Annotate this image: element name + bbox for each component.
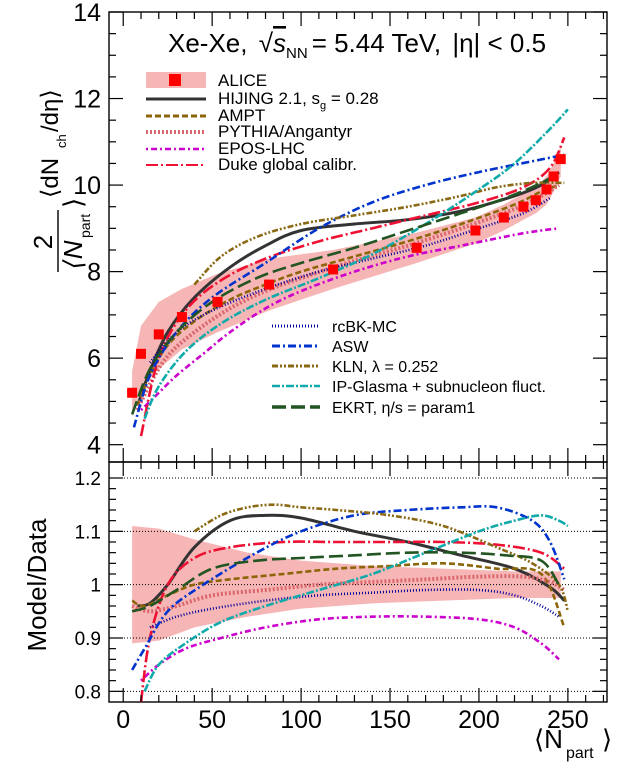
x-axis-label: ⟨N part ⟩ — [534, 724, 612, 762]
legend-ipglasma: IP-Glasma + subnucleon fluct. — [332, 379, 546, 396]
legend-duke: Duke global calibr. — [218, 155, 357, 174]
alice-point — [470, 225, 481, 236]
bottom-ytick-label: 1 — [90, 576, 101, 597]
top-error-band — [132, 146, 561, 417]
legend-epos: EPOS-LHC — [218, 139, 305, 158]
alice-point — [212, 296, 223, 307]
legend-asw: ASW — [332, 339, 369, 356]
bottom-ytick-label: 1.2 — [75, 469, 101, 490]
alice-point — [530, 195, 541, 206]
bottom-ytick-label: 1.1 — [75, 522, 101, 543]
alice-point — [548, 171, 559, 182]
bottom-curve-4 — [139, 540, 566, 702]
svg-text:2: 2 — [28, 235, 58, 249]
bottom-curve-6 — [130, 504, 566, 671]
top-curve-1 — [136, 183, 560, 407]
svg-text:⟩: ⟩ — [602, 724, 612, 754]
svg-text:⟨dN: ⟨dN — [37, 158, 64, 198]
bottom-y-axis-label: Model/Data — [22, 518, 52, 651]
xtick-label: 0 — [116, 706, 130, 734]
alice-point — [518, 201, 529, 212]
alice-data-points — [127, 154, 566, 398]
top-curve-9 — [130, 170, 560, 415]
legend-hijing: HIJING 2.1, sg = 0.28 — [218, 89, 379, 112]
bottom-curve-1 — [131, 561, 566, 628]
top-ytick-label: 12 — [73, 86, 101, 114]
legend-pythia: PYTHIA/Angantyr — [218, 122, 353, 141]
xtick-label: 250 — [547, 706, 589, 734]
legend-ampt: AMPT — [218, 106, 265, 125]
bottom-ratio-curves — [130, 503, 570, 702]
top-ytick-label: 6 — [87, 345, 101, 373]
alice-point — [541, 184, 552, 195]
legend-bottom: rcBK-MC ASW KLN, λ = 0.252 IP-Glasma + s… — [272, 319, 546, 417]
bottom-curve-2 — [131, 574, 566, 614]
legend-kln: KLN, λ = 0.252 — [332, 359, 438, 376]
legend-alice: ALICE — [218, 71, 267, 90]
alice-point — [153, 329, 164, 340]
bottom-ytick-label: 0.9 — [75, 629, 101, 650]
alice-point — [328, 264, 339, 275]
legend-rcbk: rcBK-MC — [332, 319, 397, 336]
top-curve-5 — [148, 196, 551, 364]
alice-point — [176, 312, 187, 323]
xtick-label: 200 — [458, 706, 500, 734]
plot-title: Xe-Xe, √sNN = 5.44 TeV, |η| < 0.5 — [168, 28, 546, 62]
axis-ticks: 4 6 8 10 12 14 0.8 0.9 1 1.1 1.2 0 50 100 150 200 250 — [73, 0, 607, 734]
bottom-curve-9 — [131, 551, 561, 613]
top-ytick-label: 8 — [87, 259, 101, 287]
alice-sys-band — [132, 146, 561, 417]
svg-text:⟨N: ⟨N — [534, 724, 563, 754]
bottom-curve-8 — [143, 514, 569, 692]
svg-text:⟨N: ⟨N — [58, 240, 88, 269]
alice-point — [411, 242, 422, 253]
alice-point — [555, 154, 566, 165]
xtick-label: 100 — [280, 706, 322, 734]
top-y-axis-label: 2 ⟨N part ⟩ ⟨dN ch /dη⟩ — [28, 89, 93, 272]
top-ytick-label: 14 — [73, 0, 101, 27]
legend-ekrt: EKRT, η/s = param1 — [332, 400, 475, 417]
bottom-curve-3 — [140, 615, 560, 682]
xtick-label: 150 — [369, 706, 411, 734]
alice-point — [498, 212, 509, 223]
svg-text:⟩: ⟩ — [58, 198, 88, 208]
top-curve-6 — [132, 153, 565, 428]
bottom-panel-frame — [108, 461, 608, 703]
svg-text:part: part — [566, 745, 594, 762]
top-curve-3 — [140, 227, 560, 412]
alice-point — [264, 279, 275, 290]
bottom-curve-7 — [193, 503, 570, 612]
top-ytick-label: 4 — [87, 432, 101, 460]
bottom-ytick-label: 0.8 — [75, 682, 101, 703]
alice-point — [136, 348, 147, 359]
top-ytick-label: 10 — [73, 172, 101, 200]
xtick-label: 50 — [198, 706, 226, 734]
top-curve-8 — [143, 108, 569, 420]
alice-point — [127, 387, 138, 398]
legend-top: ALICE HIJING 2.1, sg = 0.28 AMPT PYTHIA/… — [146, 71, 379, 174]
svg-text:ch: ch — [54, 134, 69, 148]
svg-text:/dη⟩: /dη⟩ — [37, 89, 64, 132]
svg-text:part: part — [77, 214, 93, 238]
legend-alice-marker — [169, 74, 181, 86]
